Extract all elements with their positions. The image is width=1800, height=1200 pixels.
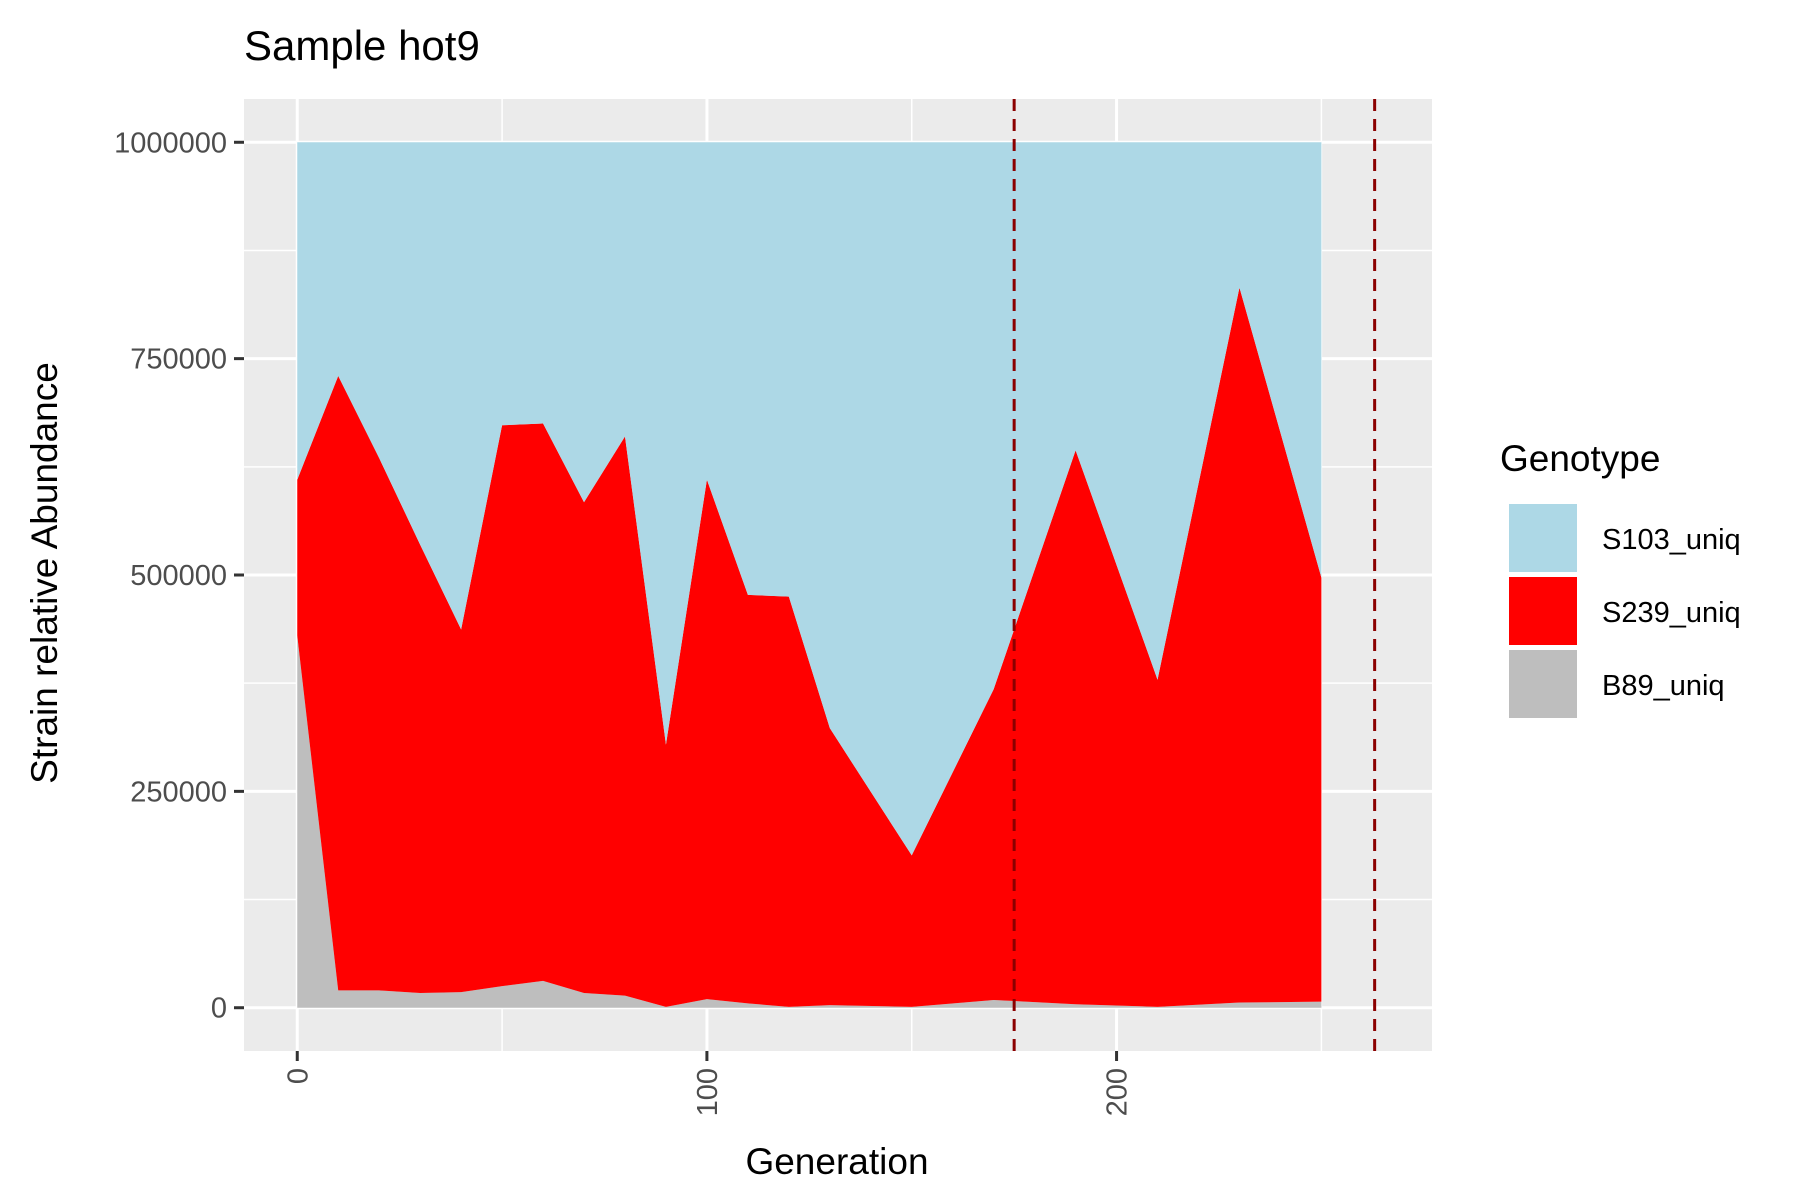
x-tick-label: 100 <box>692 1068 724 1116</box>
y-tick-label: 0 <box>211 993 227 1025</box>
y-axis-title: Strain relative Abundance <box>24 362 65 784</box>
legend-key-b89-uniq <box>1507 648 1579 720</box>
legend-label-b89-uniq: B89_uniq <box>1602 670 1725 702</box>
legend-key-s239-uniq <box>1507 575 1579 647</box>
x-axis-title: Generation <box>745 1141 928 1182</box>
legend-label-s103-uniq: S103_uniq <box>1602 524 1741 556</box>
legend-key-s103-uniq <box>1507 502 1579 574</box>
y-tick-label: 1000000 <box>114 127 227 159</box>
y-tick-label: 500000 <box>130 560 227 592</box>
y-tick-label: 250000 <box>130 776 227 808</box>
area-series-s239-uniq <box>297 287 1322 1007</box>
y-tick-label: 750000 <box>130 344 227 376</box>
x-axis: 0 100 200 <box>282 1051 1134 1116</box>
legend-label-s239-uniq: S239_uniq <box>1602 597 1741 629</box>
legend-title: Genotype <box>1500 438 1660 479</box>
x-tick-label: 0 <box>282 1068 314 1084</box>
area-series-s103-uniq <box>297 142 1322 856</box>
chart-title: Sample hot9 <box>244 22 480 69</box>
x-tick-label: 200 <box>1102 1068 1134 1116</box>
legend: Genotype S103_uniq S239_uniq B89_uniq <box>1500 438 1741 720</box>
y-axis: 0 250000 500000 750000 1000000 <box>114 127 244 1025</box>
plot-panel <box>244 99 1432 1051</box>
